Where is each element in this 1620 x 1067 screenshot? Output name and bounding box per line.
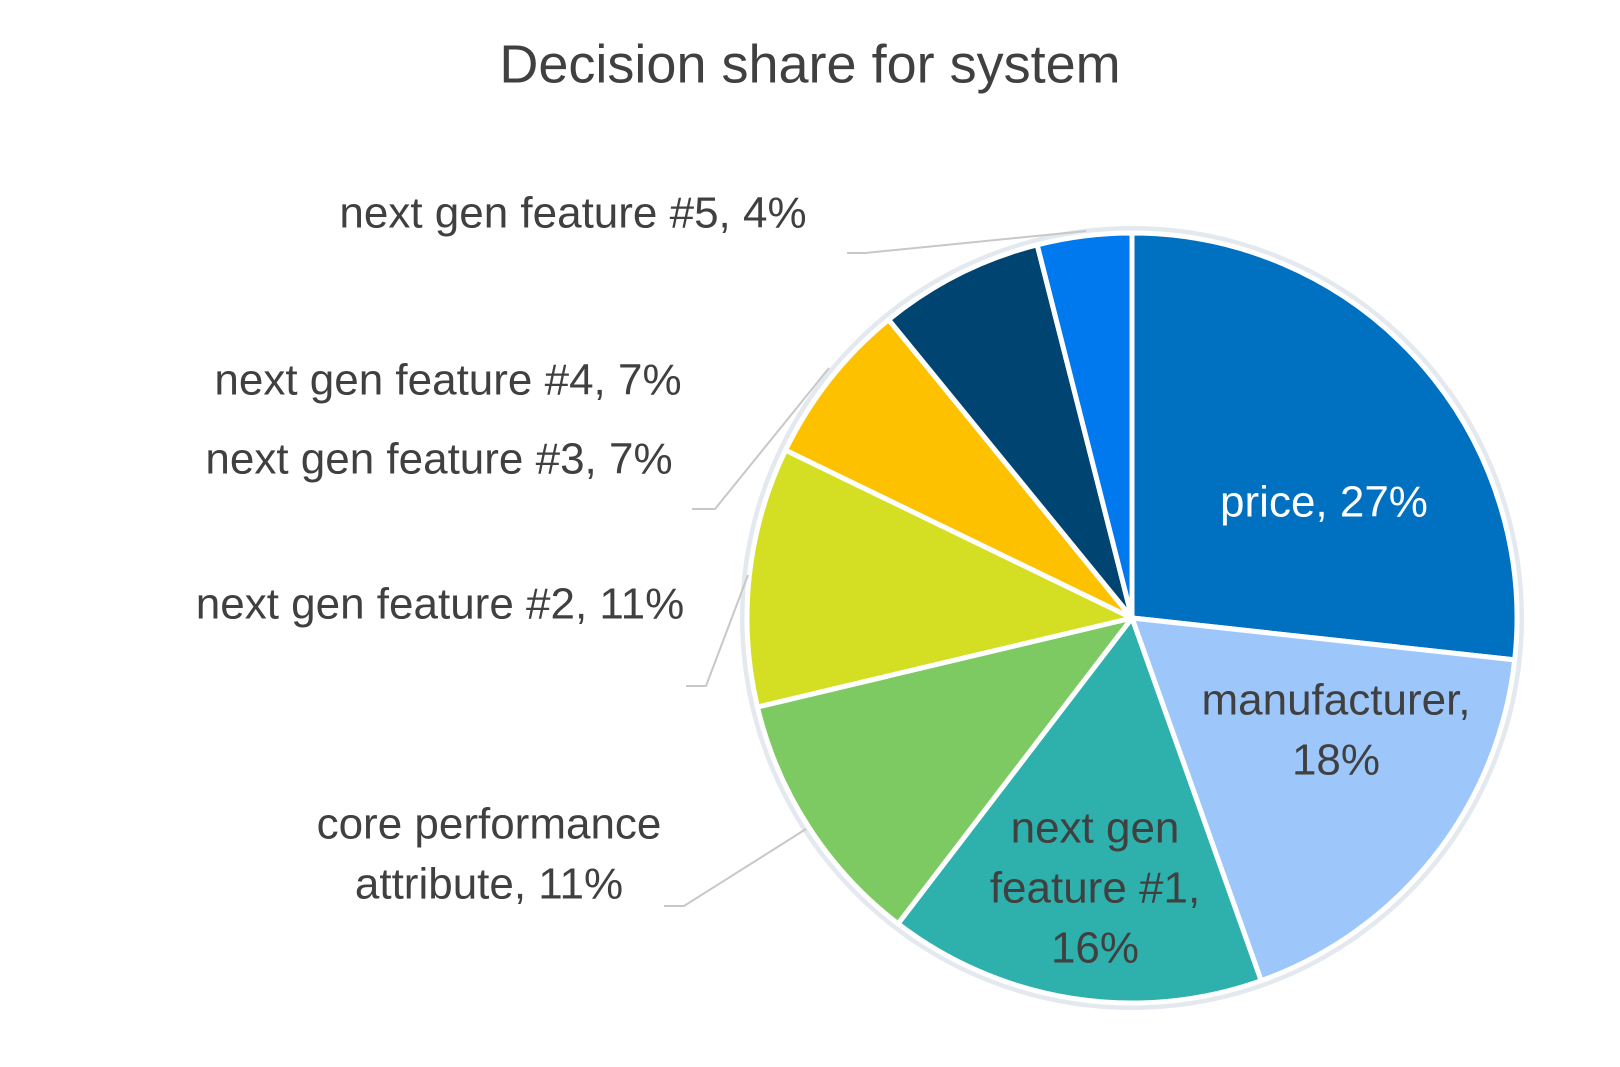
data-label: feature #1, [990, 864, 1200, 913]
pie-slice [1129, 615, 1518, 984]
data-label: core performance [317, 800, 662, 849]
pie-slice [1129, 230, 1520, 663]
pie-outline [740, 226, 1524, 1010]
leader-line [664, 828, 807, 907]
data-label: next gen feature #4, 7% [214, 356, 681, 405]
leader-line [686, 574, 749, 687]
leader-line [847, 230, 1087, 254]
data-label: manufacturer, [1201, 676, 1470, 725]
data-label: next gen [1011, 804, 1180, 853]
pie-slice [754, 615, 1135, 927]
data-label: price, 27% [1220, 478, 1428, 527]
pie-slice [886, 242, 1135, 621]
chart-title: Decision share for system [499, 34, 1120, 94]
pie-slice [1034, 230, 1135, 621]
data-label: next gen feature #5, 4% [339, 189, 806, 238]
pie-slice [744, 447, 1135, 710]
data-label: 18% [1292, 736, 1380, 785]
pie-slice [782, 317, 1135, 621]
slices [744, 230, 1520, 1006]
labels: price, 27% manufacturer, 18% next gen featur… [196, 189, 1471, 973]
data-label: 16% [1051, 924, 1139, 973]
data-label: next gen feature #2, 11% [196, 580, 684, 629]
data-label: attribute, 11% [355, 860, 623, 909]
leader-line [692, 367, 830, 510]
pie-slice [895, 615, 1264, 1006]
data-label: next gen feature #3, 7% [205, 435, 672, 484]
